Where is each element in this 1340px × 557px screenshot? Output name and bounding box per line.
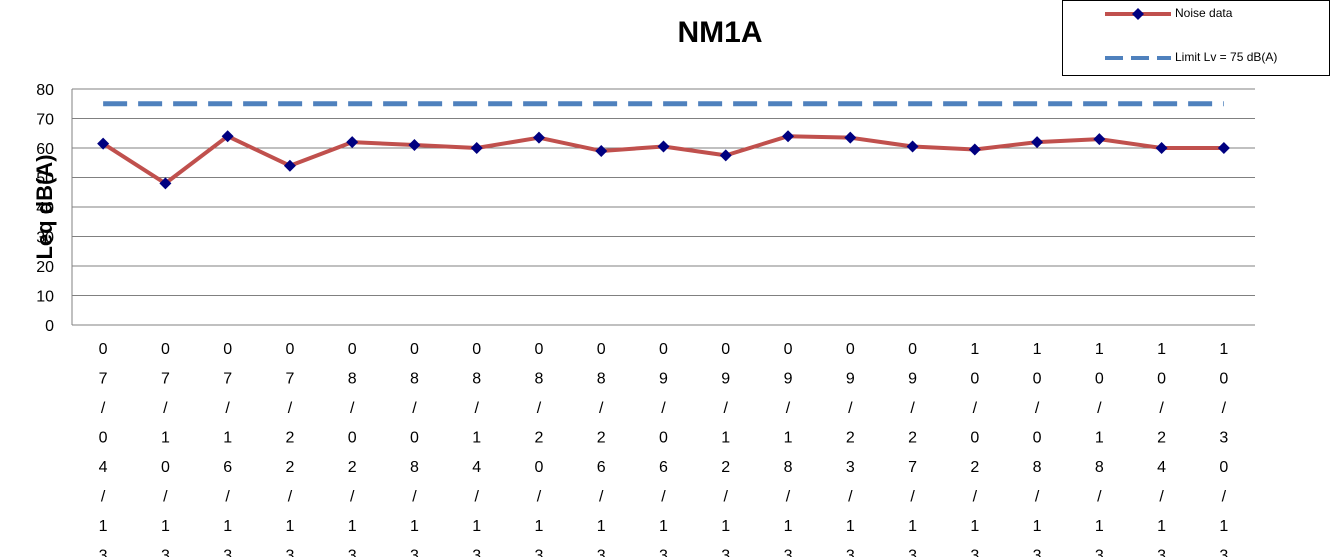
data-point: [1217, 142, 1230, 154]
legend-item-limit: Limit Lv = 75 dB(A): [1063, 47, 1329, 69]
x-tick-label: 0 8/2 6/1 3: [597, 341, 606, 557]
x-tick-label: 0 9/2 3/1 3: [846, 341, 855, 557]
data-point: [97, 137, 110, 150]
x-tick-label: 0 8/1 4/1 3: [472, 341, 481, 557]
data-point: [532, 131, 545, 144]
y-tick-label: 50: [36, 171, 54, 188]
limit-line-swatch-icon: [1105, 56, 1171, 60]
data-point: [346, 136, 359, 149]
y-tick-label: 70: [36, 112, 54, 129]
legend: Noise data Limit Lv = 75 dB(A): [1062, 0, 1330, 76]
y-tick-label: 80: [36, 82, 54, 99]
x-tick-label: 0 7/0 4/1 3: [99, 341, 108, 557]
y-axis-label: Leq dB(A): [32, 154, 57, 259]
data-point: [408, 139, 421, 152]
noise-line-swatch-icon: [1105, 8, 1171, 20]
x-tick-label: 1 0/0 2/1 3: [970, 341, 979, 557]
x-tick-label: 0 9/1 8/1 3: [784, 341, 793, 557]
y-tick-label: 0: [45, 318, 54, 335]
x-tick-label: 0 9/1 2/1 3: [721, 341, 730, 557]
data-point: [1155, 142, 1168, 154]
data-point: [657, 140, 670, 153]
data-point: [595, 144, 608, 157]
y-tick-label: 40: [36, 200, 54, 217]
x-tick-label: 1 0/1 8/1 3: [1095, 341, 1104, 557]
x-tick-label: 0 7/1 6/1 3: [223, 341, 232, 557]
x-tick-label: 0 9/0 6/1 3: [659, 341, 668, 557]
data-point: [782, 130, 795, 143]
x-tick-label: 1 0/0 8/1 3: [1033, 341, 1042, 557]
data-point: [159, 177, 172, 190]
x-tick-label: 0 9/2 7/1 3: [908, 341, 917, 557]
x-tick-label: 0 8/2 0/1 3: [535, 341, 544, 557]
data-point: [1031, 136, 1044, 149]
data-point: [283, 159, 296, 172]
legend-label-limit: Limit Lv = 75 dB(A): [1175, 50, 1278, 64]
data-point: [968, 143, 981, 156]
legend-label-noise: Noise data: [1175, 6, 1233, 20]
data-point: [221, 130, 234, 143]
data-point: [906, 140, 919, 153]
x-tick-label: 1 0/2 4/1 3: [1157, 341, 1166, 557]
y-tick-label: 10: [36, 289, 54, 306]
data-point: [719, 149, 732, 162]
x-tick-label: 0 8/0 8/1 3: [410, 341, 419, 557]
data-point: [470, 142, 483, 154]
legend-item-noise: Noise data: [1063, 3, 1329, 25]
x-tick-label: 1 0/3 0/1 3: [1219, 341, 1228, 557]
x-tick-label: 0 7/1 0/1 3: [161, 341, 170, 557]
x-tick-label: 0 7/2 2/1 3: [285, 341, 294, 557]
x-tick-label: 0 8/0 2/1 3: [348, 341, 357, 557]
data-point: [844, 131, 857, 144]
chart-title: NM1A: [677, 16, 763, 49]
y-tick-label: 30: [36, 230, 54, 247]
y-tick-label: 60: [36, 141, 54, 158]
y-tick-label: 20: [36, 259, 54, 276]
data-point: [1093, 133, 1106, 146]
